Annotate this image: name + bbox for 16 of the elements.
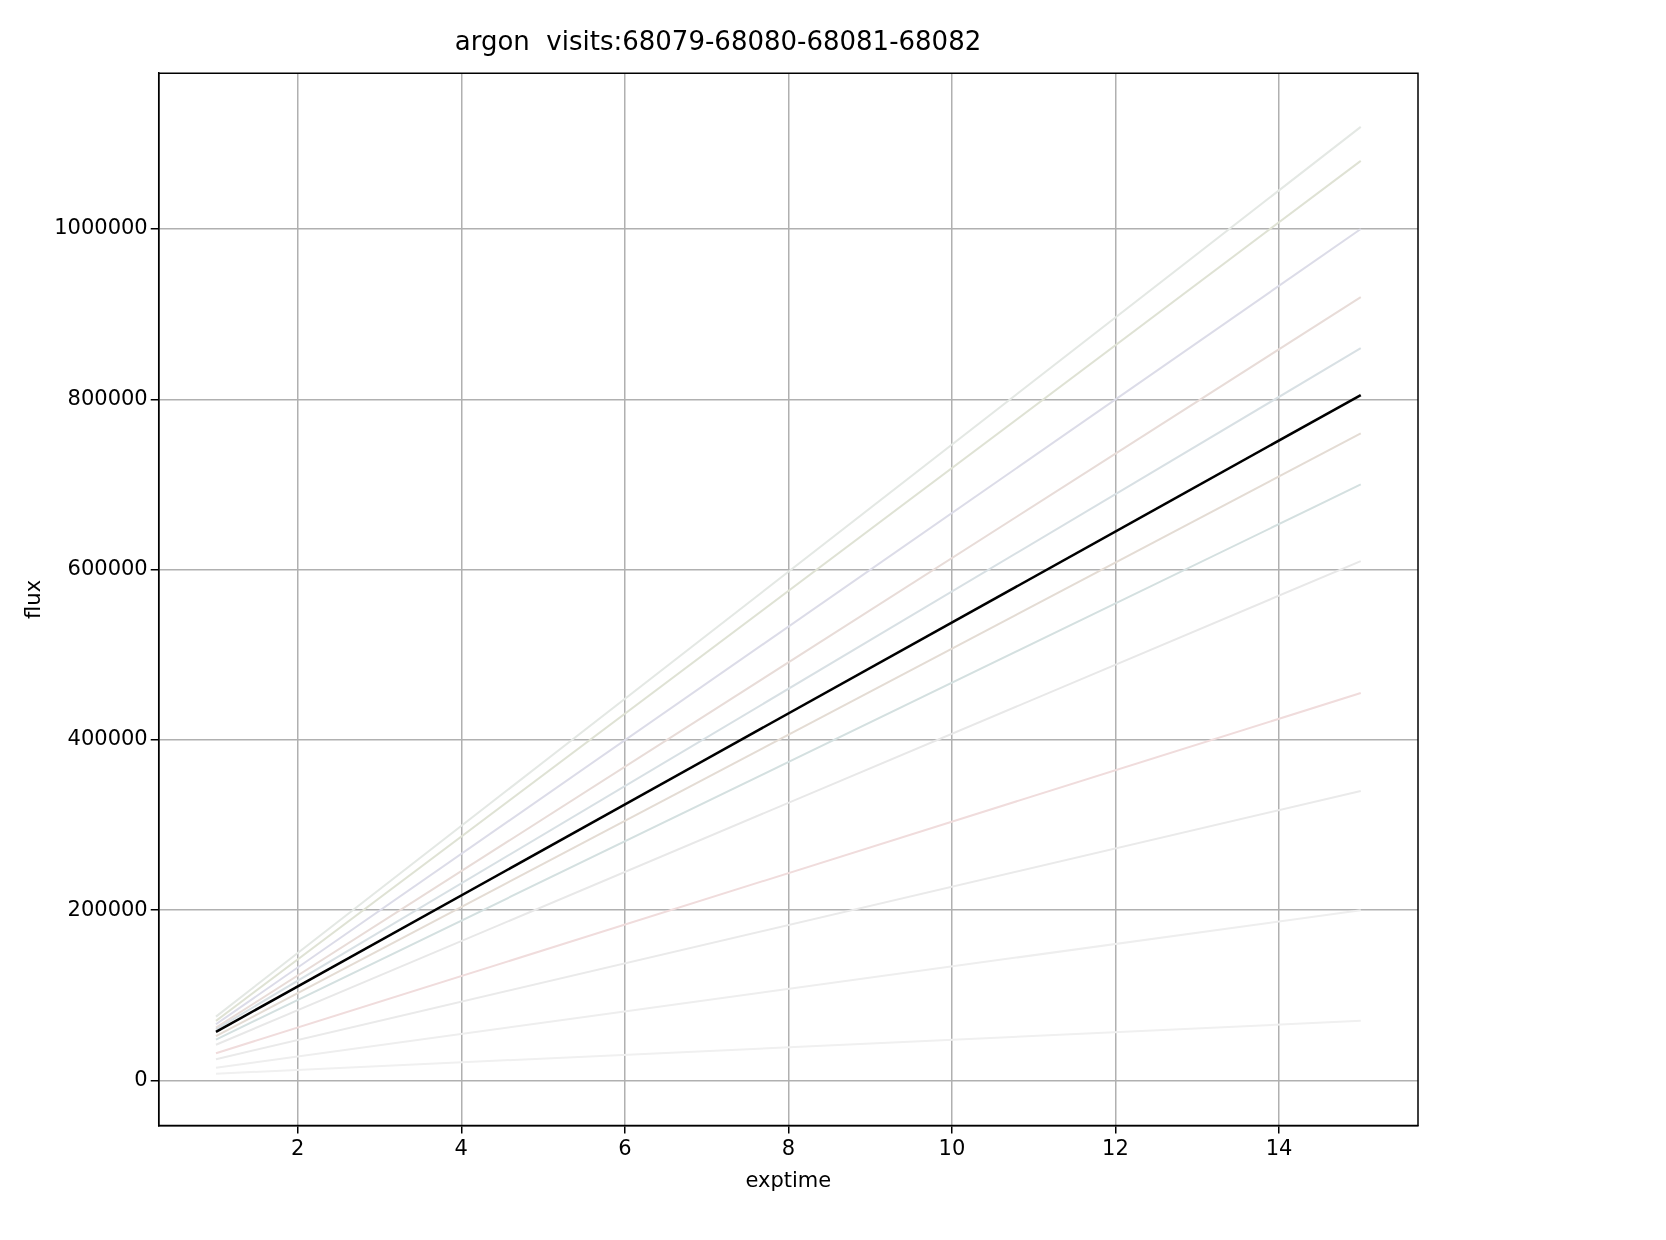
x-tick-label: 4	[454, 1135, 468, 1160]
x-tick-label: 8	[781, 1135, 796, 1160]
chart-title: argon visits:68079-68080-68081-68082	[454, 26, 982, 57]
x-tick-label: 12	[1102, 1135, 1129, 1160]
x-tick-label: 14	[1265, 1135, 1293, 1160]
x-tick-label: 6	[618, 1135, 632, 1160]
x-tick-label: 10	[938, 1135, 966, 1160]
y-tick-label: 600000	[67, 556, 148, 581]
y-tick-label: 0	[134, 1066, 148, 1091]
y-tick-label: 800000	[67, 385, 148, 410]
y-tick-label: 400000	[67, 726, 148, 751]
y-axis-title: flux	[21, 579, 46, 619]
y-tick-label: 200000	[67, 896, 148, 921]
y-tick-label: 1000000	[54, 215, 148, 240]
x-tick-label: 2	[291, 1135, 305, 1160]
x-axis-title: exptime	[745, 1167, 832, 1192]
